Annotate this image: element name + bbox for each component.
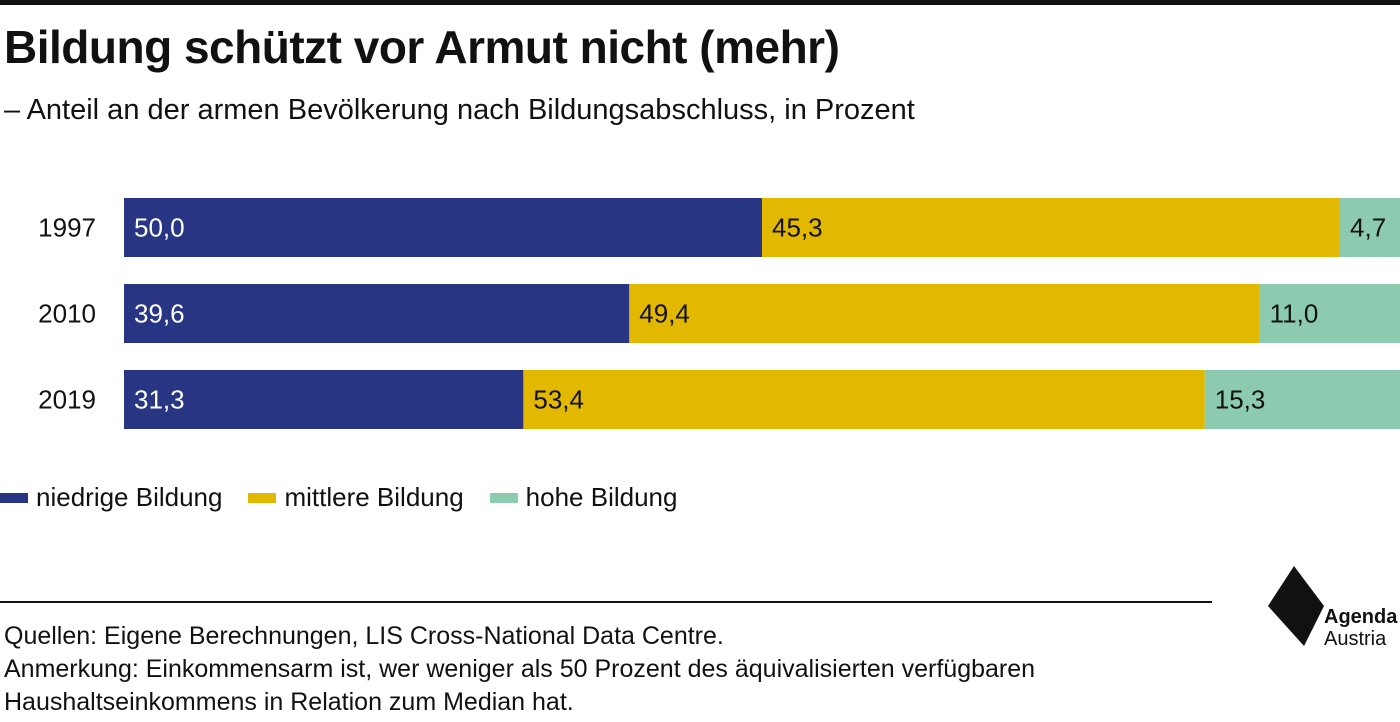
bar-2010-niedrige-bildung <box>124 284 630 343</box>
y-tick-label-1997: 1997 <box>38 213 96 243</box>
y-tick-label-2010: 2010 <box>38 299 96 329</box>
bar-2010-mittlere-bildung <box>629 284 1260 343</box>
agenda-austria-logo-icon <box>1268 566 1324 646</box>
bar-1997-hohe-bildung <box>1340 198 1400 257</box>
stacked-bar-chart: 1997 50,0 45,3 4,7 2010 39,6 49,4 11,0 2019 31,3 5… <box>38 198 1400 429</box>
footer-note-line-2: Haushaltseinkommens in Relation zum Medi… <box>4 688 574 716</box>
legend-item-hohe-bildung: hohe Bildung <box>489 482 678 513</box>
logo-text-line-1: Agenda <box>1324 606 1398 628</box>
data-label-2019-mittlere-bildung: 53,4 <box>533 385 584 415</box>
footer-note-line-1: Anmerkung: Einkommensarm ist, wer wenige… <box>4 655 1036 683</box>
bar-2019-niedrige-bildung <box>124 370 524 429</box>
bar-1997-mittlere-bildung <box>762 198 1341 257</box>
data-label-1997-hohe-bildung: 4,7 <box>1350 213 1386 243</box>
data-label-2019-niedrige-bildung: 31,3 <box>134 385 185 415</box>
legend-label-hohe-bildung: hohe Bildung <box>525 482 678 512</box>
footer: Quellen: Eigene Berechnungen, LIS Cross-… <box>4 620 1234 719</box>
legend-swatch-niedrige-bildung <box>0 492 28 503</box>
legend-swatch-hohe-bildung <box>489 492 518 503</box>
data-label-2010-hohe-bildung: 11,0 <box>1270 299 1319 329</box>
y-tick-label-2019: 2019 <box>38 385 96 415</box>
legend-swatch-mittlere-bildung <box>248 492 277 503</box>
bar-2010-hohe-bildung <box>1259 284 1400 343</box>
footer-rule <box>0 601 1212 603</box>
bar-2019-mittlere-bildung <box>523 370 1205 429</box>
footer-sources: Quellen: Eigene Berechnungen, LIS Cross-… <box>4 622 724 650</box>
bar-2019-hohe-bildung <box>1204 370 1400 429</box>
logo-text-line-2: Austria <box>1324 628 1387 650</box>
legend-item-mittlere-bildung: mittlere Bildung <box>248 482 464 513</box>
agenda-austria-logo: Agenda Austria <box>1268 566 1400 666</box>
top-rule <box>0 0 1400 5</box>
chart-subtitle: – Anteil an der armen Bevölkerung nach B… <box>4 94 915 126</box>
bar-1997-niedrige-bildung <box>124 198 762 257</box>
data-label-2010-mittlere-bildung: 49,4 <box>639 299 690 329</box>
data-label-1997-niedrige-bildung: 50,0 <box>134 213 185 243</box>
legend-item-niedrige-bildung: niedrige Bildung <box>0 482 222 513</box>
chart-title: Bildung schützt vor Armut nicht (mehr) <box>4 21 840 73</box>
data-label-2010-niedrige-bildung: 39,6 <box>134 299 185 329</box>
legend-label-niedrige-bildung: niedrige Bildung <box>36 482 223 512</box>
data-label-1997-mittlere-bildung: 45,3 <box>772 213 823 243</box>
data-label-2019-hohe-bildung: 15,3 <box>1215 385 1266 415</box>
legend: niedrige Bildung mittlere Bildung hohe B… <box>0 482 703 513</box>
legend-label-mittlere-bildung: mittlere Bildung <box>284 482 464 512</box>
